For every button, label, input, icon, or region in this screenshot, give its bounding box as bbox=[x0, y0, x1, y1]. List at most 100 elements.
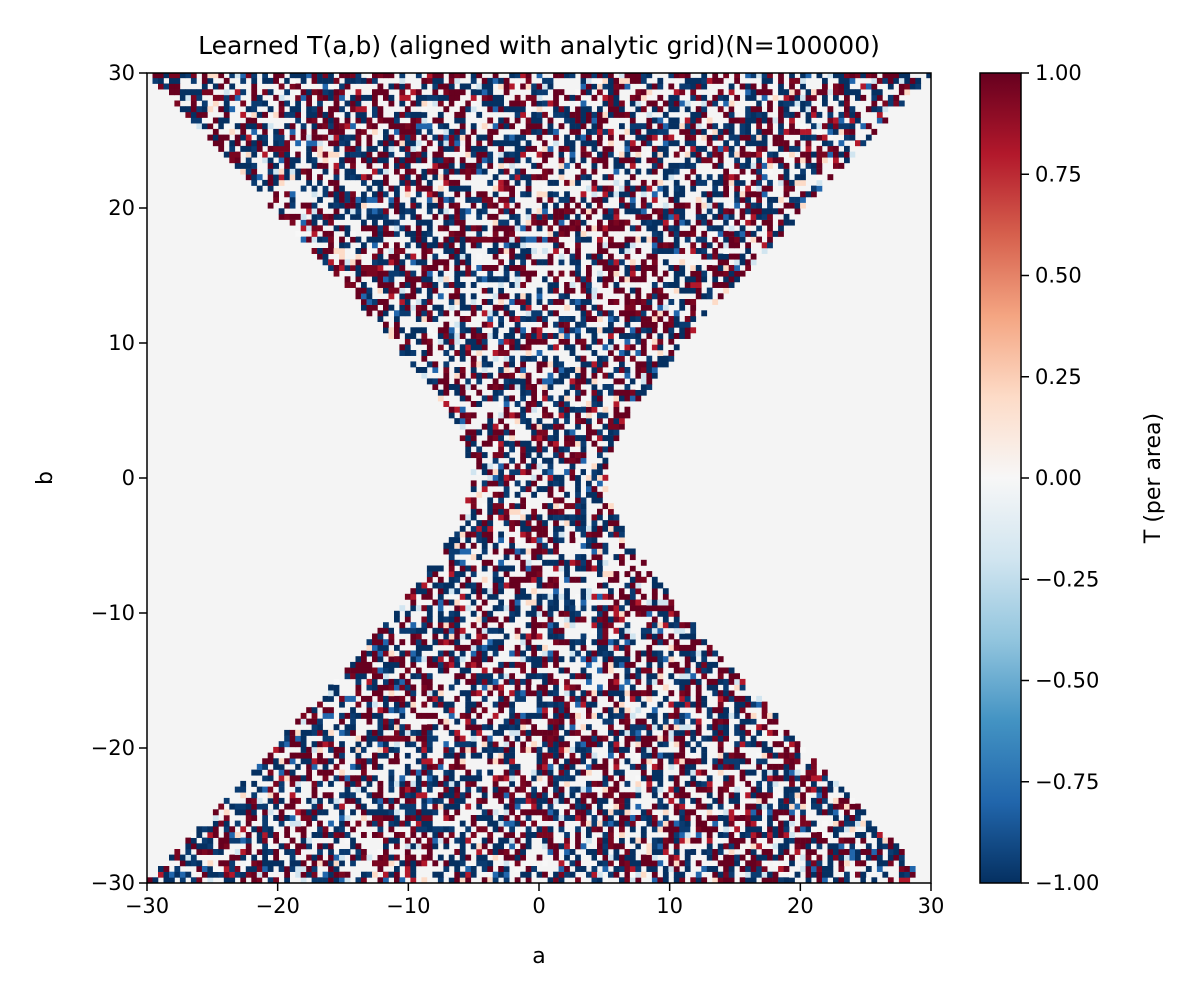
heatmap-cell bbox=[602, 423, 609, 430]
heatmap-cell bbox=[339, 236, 345, 243]
heatmap-cell bbox=[432, 259, 439, 266]
heatmap-cell bbox=[668, 282, 675, 288]
heatmap-cell bbox=[580, 497, 587, 504]
heatmap-cell bbox=[361, 746, 367, 753]
heatmap-cell bbox=[476, 639, 483, 646]
heatmap-cell bbox=[278, 809, 285, 816]
heatmap-cell bbox=[767, 219, 773, 226]
heatmap-cell bbox=[383, 276, 389, 283]
heatmap-cell bbox=[459, 650, 466, 657]
heatmap-cell bbox=[256, 837, 263, 844]
heatmap-cell bbox=[684, 809, 691, 816]
heatmap-cell bbox=[470, 565, 477, 572]
heatmap-cell bbox=[690, 650, 697, 657]
heatmap-cell bbox=[355, 276, 362, 283]
heatmap-cell bbox=[728, 695, 735, 702]
heatmap-cell bbox=[624, 792, 631, 799]
heatmap-cell bbox=[415, 276, 422, 283]
heatmap-cell bbox=[470, 452, 477, 459]
heatmap-cell bbox=[377, 236, 384, 243]
heatmap-cell bbox=[344, 871, 351, 878]
heatmap-cell bbox=[558, 627, 565, 634]
heatmap-cell bbox=[437, 599, 444, 606]
heatmap-cell bbox=[586, 786, 592, 793]
heatmap-cell bbox=[487, 639, 494, 646]
heatmap-cell bbox=[580, 758, 587, 765]
heatmap-cell bbox=[443, 225, 450, 232]
heatmap-cell bbox=[481, 616, 488, 623]
heatmap-cell bbox=[355, 293, 362, 300]
heatmap-cell bbox=[503, 230, 510, 237]
heatmap-cell bbox=[728, 270, 735, 277]
heatmap-cell bbox=[706, 724, 713, 731]
heatmap-cell bbox=[361, 712, 367, 719]
heatmap-cell bbox=[547, 395, 554, 402]
heatmap-cell bbox=[404, 333, 411, 339]
heatmap-cell bbox=[498, 667, 504, 674]
heatmap-cell bbox=[668, 712, 675, 719]
heatmap-cell bbox=[388, 707, 395, 714]
heatmap-cell bbox=[366, 661, 373, 668]
heatmap-cell bbox=[673, 735, 680, 742]
heatmap-cell bbox=[399, 803, 406, 810]
heatmap-cell bbox=[591, 650, 598, 657]
heatmap-cell bbox=[476, 276, 483, 283]
heatmap-cell bbox=[498, 287, 504, 294]
heatmap-cell bbox=[514, 661, 521, 668]
heatmap-cell bbox=[619, 656, 625, 663]
heatmap-cell bbox=[476, 299, 483, 305]
heatmap-cell bbox=[410, 230, 417, 237]
heatmap-cell bbox=[613, 610, 620, 617]
heatmap-cell bbox=[350, 282, 356, 288]
heatmap-cell bbox=[284, 729, 290, 736]
heatmap-cell bbox=[591, 593, 598, 600]
heatmap-cell bbox=[487, 276, 494, 283]
heatmap-cell bbox=[542, 826, 548, 833]
heatmap-cell bbox=[240, 786, 247, 793]
heatmap-cell bbox=[218, 849, 225, 855]
heatmap-cell bbox=[613, 213, 620, 220]
heatmap-cell bbox=[756, 832, 762, 838]
heatmap-cell bbox=[207, 860, 214, 867]
heatmap-cell bbox=[701, 236, 708, 243]
heatmap-cell bbox=[629, 792, 636, 799]
heatmap-cell bbox=[454, 820, 461, 827]
heatmap-cell bbox=[690, 276, 697, 283]
heatmap-cell bbox=[728, 230, 735, 237]
heatmap-cell bbox=[734, 741, 740, 748]
heatmap-cell bbox=[426, 605, 433, 612]
heatmap-cell bbox=[695, 820, 702, 827]
heatmap-cell bbox=[646, 599, 653, 606]
heatmap-cell bbox=[448, 542, 455, 549]
heatmap-cell bbox=[421, 718, 428, 725]
heatmap-cell bbox=[602, 242, 609, 249]
heatmap-cell bbox=[432, 712, 439, 719]
heatmap-cell bbox=[569, 775, 576, 782]
heatmap-cell bbox=[564, 780, 570, 787]
heatmap-cell bbox=[745, 758, 751, 765]
heatmap-cell bbox=[383, 695, 389, 702]
heatmap-cell bbox=[547, 877, 554, 883]
heatmap-cell bbox=[613, 355, 620, 362]
heatmap-cell bbox=[383, 667, 389, 674]
heatmap-cell bbox=[350, 837, 356, 844]
heatmap-cell bbox=[608, 276, 614, 283]
heatmap-cell bbox=[608, 531, 614, 538]
heatmap-cell bbox=[602, 248, 609, 254]
heatmap-cell bbox=[684, 299, 691, 305]
heatmap-cell bbox=[635, 803, 642, 810]
heatmap-cell bbox=[706, 678, 713, 685]
heatmap-cell bbox=[701, 673, 708, 680]
heatmap-cell bbox=[640, 758, 647, 765]
heatmap-cell bbox=[366, 729, 373, 736]
heatmap-cell bbox=[465, 780, 472, 787]
heatmap-cell bbox=[426, 344, 433, 351]
heatmap-cell bbox=[498, 690, 504, 697]
heatmap-cell bbox=[514, 769, 521, 776]
heatmap-cell bbox=[531, 746, 537, 753]
heatmap-cell bbox=[569, 219, 576, 226]
heatmap-cell bbox=[608, 792, 614, 799]
heatmap-cell bbox=[514, 854, 521, 861]
heatmap-cell bbox=[734, 276, 740, 283]
heatmap-cell bbox=[470, 780, 477, 787]
